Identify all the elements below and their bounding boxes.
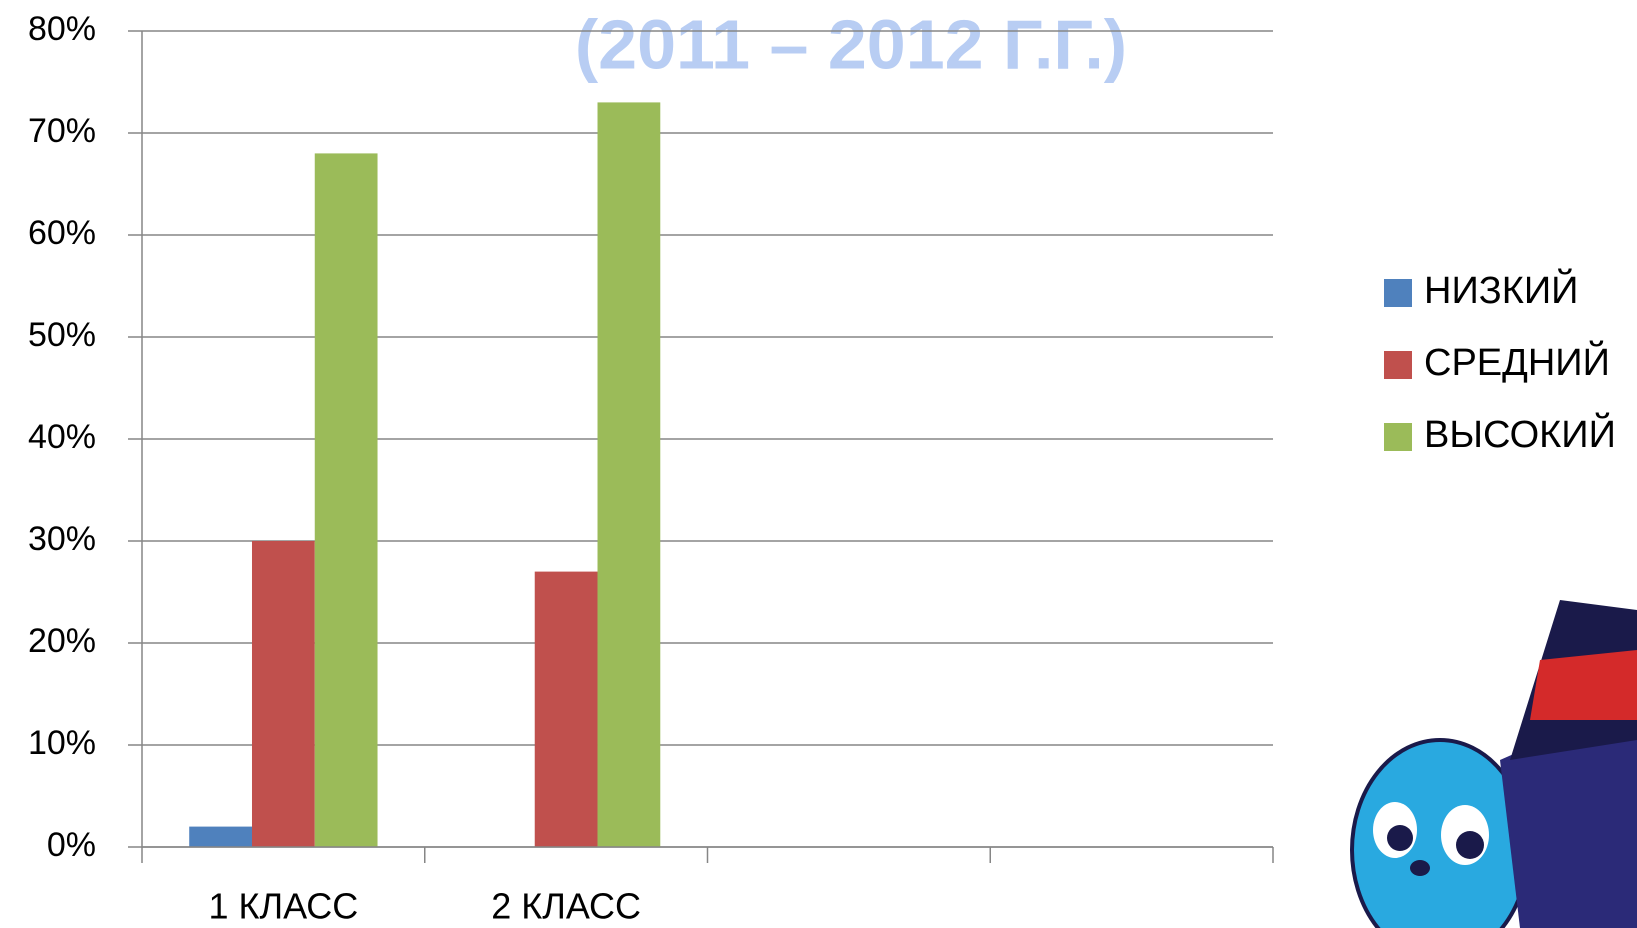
y-tick-label: 30% xyxy=(28,520,96,558)
x-tick-label: 1 КЛАСС xyxy=(208,886,358,927)
y-tick-label: 0% xyxy=(47,826,96,864)
legend-label: ВЫСОКИЙ xyxy=(1424,411,1616,456)
x-tick-label: 2 КЛАСС xyxy=(491,886,641,927)
chart: (2011 – 2012 Г.Г.) 0% 10% 20% 30% 40% 50% 60% 7… xyxy=(0,0,1637,928)
bar xyxy=(598,102,661,847)
mascot xyxy=(1352,600,1637,928)
y-tick-label: 70% xyxy=(28,112,96,150)
chart-title: (2011 – 2012 Г.Г.) xyxy=(575,5,1127,83)
y-tick-label: 60% xyxy=(28,214,96,252)
page: {"chart_data": {"type": "bar", "title": … xyxy=(0,0,1637,928)
bar xyxy=(252,541,315,847)
legend-label: СРЕДНИЙ xyxy=(1424,339,1610,384)
legend-swatch xyxy=(1384,279,1412,307)
y-tick-label: 40% xyxy=(28,418,96,456)
y-tick-label: 50% xyxy=(28,316,96,354)
legend-label: НИЗКИЙ xyxy=(1424,267,1578,312)
bar xyxy=(535,572,598,847)
bar xyxy=(315,153,378,847)
legend-swatch xyxy=(1384,351,1412,379)
y-tick-label: 80% xyxy=(28,10,96,48)
y-tick-label: 20% xyxy=(28,622,96,660)
legend-swatch xyxy=(1384,423,1412,451)
y-tick-label: 10% xyxy=(28,724,96,762)
bar xyxy=(189,827,252,847)
